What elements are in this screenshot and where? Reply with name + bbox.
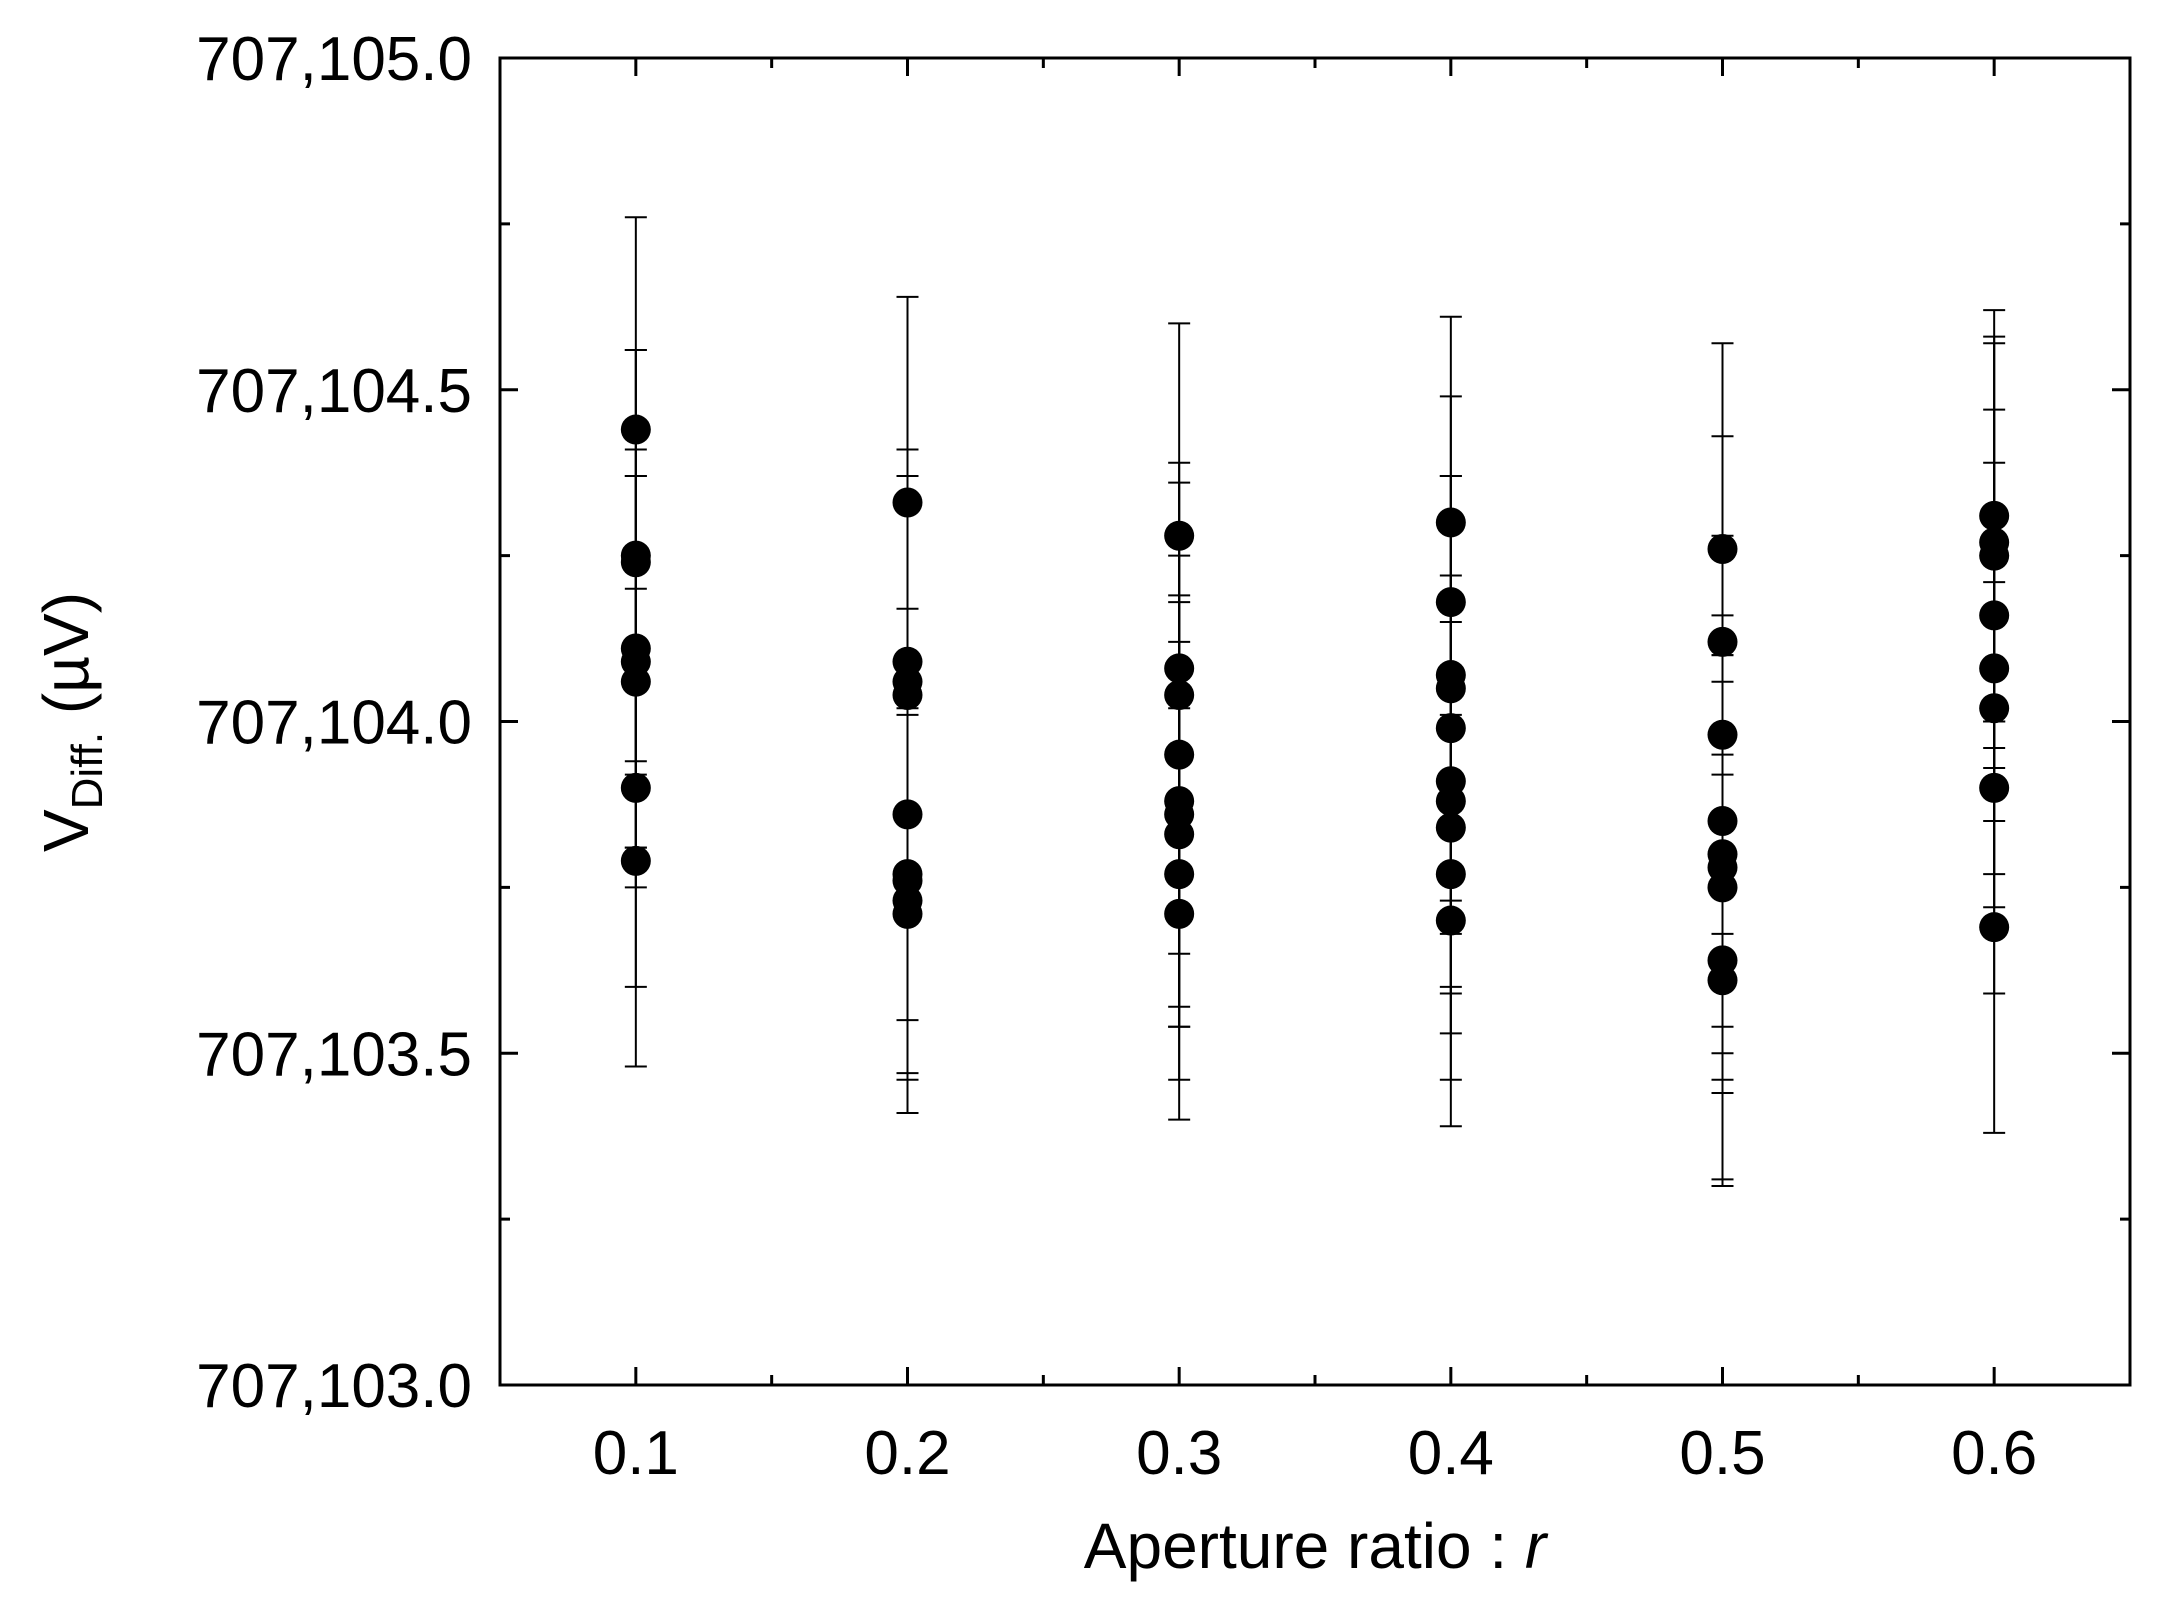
data-point bbox=[1979, 772, 2010, 803]
data-layer bbox=[620, 216, 2010, 1187]
labels-layer: 0.1 0.2 0.3 0.4 0.5 0.6 707,103.0 707,103.5 707,… bbox=[196, 25, 2037, 1488]
data-point bbox=[1435, 507, 1466, 538]
data-point bbox=[620, 772, 651, 803]
data-point bbox=[1435, 673, 1466, 704]
data-point bbox=[1707, 965, 1738, 996]
x-tick-label: 0.6 bbox=[1951, 1419, 2037, 1488]
data-point bbox=[1164, 859, 1195, 890]
data-point bbox=[1979, 500, 2010, 531]
data-point bbox=[620, 845, 651, 876]
data-point bbox=[1707, 626, 1738, 657]
data-point bbox=[1164, 898, 1195, 929]
ticks-layer bbox=[500, 56, 2130, 1387]
data-point bbox=[620, 414, 651, 445]
x-axis-label: Aperture ratio : r bbox=[1084, 1510, 1549, 1582]
data-point bbox=[1435, 786, 1466, 817]
data-point bbox=[1435, 859, 1466, 890]
data-point bbox=[1164, 679, 1195, 710]
y-tick-label: 707,105.0 bbox=[196, 25, 472, 94]
axes-layer bbox=[498, 56, 2132, 1387]
data-point bbox=[1707, 872, 1738, 903]
y-axis-label: VDiff. (µV) bbox=[30, 592, 112, 852]
y-tick-label: 707,103.0 bbox=[196, 1352, 472, 1421]
data-point bbox=[1435, 713, 1466, 744]
y-tick-label: 707,104.0 bbox=[196, 689, 472, 758]
data-point bbox=[892, 898, 923, 929]
data-point bbox=[1979, 540, 2010, 571]
data-point bbox=[1707, 719, 1738, 750]
data-point bbox=[1707, 533, 1738, 564]
y-tick-label: 707,104.5 bbox=[196, 357, 472, 426]
data-point bbox=[1979, 653, 2010, 684]
data-point bbox=[1435, 587, 1466, 618]
data-point bbox=[1164, 819, 1195, 850]
data-point bbox=[1164, 520, 1195, 551]
plot-frame bbox=[498, 56, 2132, 1387]
data-point bbox=[620, 547, 651, 578]
x-tick-label: 0.5 bbox=[1679, 1419, 1765, 1488]
x-tick-label: 0.3 bbox=[1136, 1419, 1222, 1488]
data-point bbox=[1707, 806, 1738, 837]
data-point bbox=[892, 679, 923, 710]
data-point bbox=[1164, 739, 1195, 770]
data-point bbox=[1435, 905, 1466, 936]
x-tick-label: 0.4 bbox=[1408, 1419, 1494, 1488]
y-tick-label: 707,103.5 bbox=[196, 1020, 472, 1089]
data-point bbox=[1979, 600, 2010, 631]
data-point bbox=[620, 666, 651, 697]
data-point bbox=[892, 487, 923, 518]
data-point bbox=[1435, 812, 1466, 843]
x-tick-label: 0.2 bbox=[864, 1419, 950, 1488]
data-point bbox=[1979, 912, 2010, 943]
data-point bbox=[892, 799, 923, 830]
data-point bbox=[1979, 693, 2010, 724]
x-tick-label: 0.1 bbox=[593, 1419, 679, 1488]
data-point bbox=[1164, 653, 1195, 684]
